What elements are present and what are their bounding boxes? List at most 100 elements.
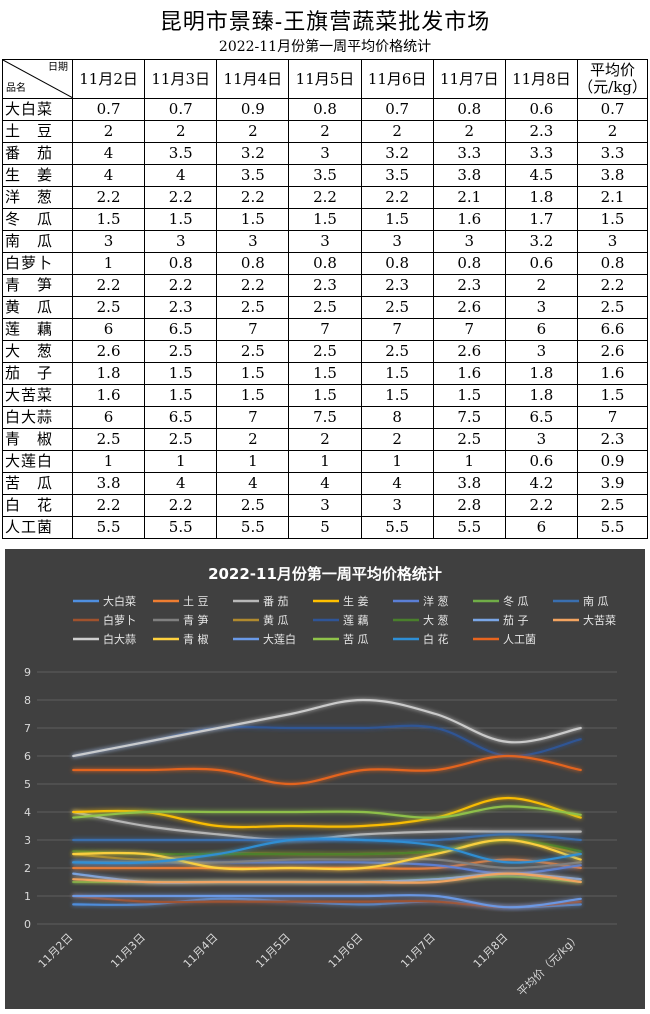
table-row: 大白菜 0.7 0.7 0.9 0.8 0.7 0.8 0.6 0.7 — [2, 98, 648, 121]
x-tick-label: 平均价（元/kg） — [515, 931, 583, 999]
price-cell: 0.6 — [504, 98, 579, 121]
x-tick-label: 11月5日 — [253, 931, 293, 971]
average-price-cell: 5.5 — [577, 516, 648, 539]
average-price-cell: 0.7 — [577, 98, 648, 121]
price-cell: 2.2 — [144, 186, 218, 209]
price-cell: 2.2 — [216, 186, 290, 209]
table-row: 茄 子 1.8 1.5 1.5 1.5 1.5 1.6 1.8 1.6 — [2, 362, 648, 385]
price-cell: 2 — [71, 120, 146, 143]
price-cell: 1.5 — [288, 384, 362, 407]
chart-title: 2022-11月份第一周平均价格统计 — [208, 565, 442, 583]
y-tick-label: 2 — [24, 862, 31, 875]
price-cell: 2.3 — [288, 274, 362, 297]
table-row: 青 椒 2.5 2.5 2 2 2 2.5 3 2.3 — [2, 428, 648, 451]
price-cell: 2.5 — [288, 340, 362, 363]
price-cell: 1.5 — [144, 208, 218, 231]
legend-label: 白 花 — [423, 632, 449, 646]
price-cell: 2.1 — [432, 186, 506, 209]
price-cell: 0.8 — [432, 98, 506, 121]
price-cell: 2.2 — [216, 274, 290, 297]
table-body: 大白菜 0.7 0.7 0.9 0.8 0.7 0.8 0.6 0.7 土 豆 2 2 2 2 2 2 2.3 2… — [2, 98, 648, 539]
price-cell: 2.3 — [144, 296, 218, 319]
average-price-cell: 3.9 — [577, 472, 648, 495]
price-cell: 0.8 — [288, 252, 362, 275]
price-cell: 0.8 — [360, 252, 434, 275]
price-cell: 3.5 — [216, 164, 290, 187]
series-line — [72, 894, 582, 909]
series-line — [72, 838, 582, 861]
price-cell: 1.5 — [216, 384, 290, 407]
column-header-7: 11月8日 — [504, 59, 579, 99]
price-cell: 1.5 — [360, 208, 434, 231]
price-cell: 2.5 — [71, 296, 146, 319]
price-cell: 2.2 — [360, 186, 434, 209]
legend-label: 苦 瓜 — [343, 633, 369, 646]
price-cell: 0.7 — [71, 98, 146, 121]
table-row: 苦 瓜 3.8 4 4 4 4 3.8 4.2 3.9 — [2, 472, 648, 495]
price-cell: 2.6 — [71, 340, 146, 363]
column-header-2: 11月3日 — [144, 59, 218, 99]
legend-label: 大苦菜 — [583, 613, 616, 627]
x-axis: 11月2日 11月3日 11月4日 11月5日 11月6日 11月7日 11月8日 平均价（元… — [36, 931, 583, 999]
legend-label: 大 葱 — [423, 613, 449, 627]
price-cell: 1.5 — [216, 208, 290, 231]
product-name-cell: 白大蒜 — [2, 406, 73, 429]
table-row: 大 葱 2.6 2.5 2.5 2.5 2.5 2.6 3 2.6 — [2, 340, 648, 363]
price-cell: 7 — [216, 318, 290, 341]
price-cell: 0.7 — [144, 98, 218, 121]
product-name-cell: 番 茄 — [2, 142, 73, 165]
legend-label: 青 笋 — [183, 613, 209, 627]
series-line — [72, 894, 582, 909]
price-cell: 1 — [216, 450, 290, 473]
price-cell: 1.5 — [360, 362, 434, 385]
price-cell: 2.5 — [144, 340, 218, 363]
legend-label: 白大蒜 — [103, 632, 136, 646]
column-header-4: 11月5日 — [288, 59, 362, 99]
x-tick-label: 11月3日 — [108, 931, 148, 971]
price-cell: 2.2 — [504, 494, 579, 517]
product-name-cell: 洋 葱 — [2, 186, 73, 209]
product-name-cell: 土 豆 — [2, 120, 73, 143]
price-cell: 3 — [504, 428, 579, 451]
price-cell: 2.2 — [71, 274, 146, 297]
price-cell: 3.3 — [504, 142, 579, 165]
legend-label: 人工菌 — [503, 633, 536, 646]
price-cell: 1.5 — [216, 362, 290, 385]
y-tick-label: 4 — [24, 806, 31, 819]
average-price-cell: 2.2 — [577, 274, 648, 297]
chart-legend: 大白菜土 豆番 茄生 姜洋 葱冬 瓜南 瓜白萝卜青 笋黄 瓜莲 藕大 葱茄 子大… — [73, 594, 616, 646]
price-cell: 5.5 — [432, 516, 506, 539]
y-tick-label: 8 — [24, 694, 31, 707]
price-cell: 2 — [144, 120, 218, 143]
price-cell: 1.5 — [71, 208, 146, 231]
series-line — [72, 838, 582, 856]
series-line — [72, 872, 582, 884]
price-cell: 2 — [432, 120, 506, 143]
price-cell: 0.8 — [216, 252, 290, 275]
legend-label: 番 茄 — [263, 594, 289, 608]
legend-label: 青 椒 — [183, 632, 209, 646]
price-cell: 3.2 — [504, 230, 579, 253]
price-cell: 1.5 — [144, 384, 218, 407]
price-cell: 3.3 — [432, 142, 506, 165]
column-header-average: 平均价 （元/kg） — [577, 59, 648, 99]
price-cell: 2.5 — [216, 340, 290, 363]
page-subtitle: 2022-11月份第一周平均价格统计 — [218, 39, 432, 55]
price-cell: 2.2 — [144, 274, 218, 297]
y-tick-label: 3 — [24, 834, 31, 847]
price-cell: 4 — [71, 142, 146, 165]
price-cell: 3 — [144, 230, 218, 253]
price-cell: 1 — [144, 450, 218, 473]
price-cell: 2.6 — [432, 296, 506, 319]
price-cell: 4 — [144, 164, 218, 187]
price-cell: 6 — [71, 406, 146, 429]
product-name-cell: 茄 子 — [2, 362, 73, 385]
product-name-cell: 莲 藕 — [2, 318, 73, 341]
series-line — [72, 837, 582, 865]
price-cell: 1.6 — [432, 208, 506, 231]
price-cell: 2 — [504, 274, 579, 297]
legend-label: 大白菜 — [103, 594, 136, 608]
product-name-cell: 大苦菜 — [2, 384, 73, 407]
table-row: 冬 瓜 1.5 1.5 1.5 1.5 1.5 1.6 1.7 1.5 — [2, 208, 648, 231]
column-header-3: 11月4日 — [216, 59, 290, 99]
